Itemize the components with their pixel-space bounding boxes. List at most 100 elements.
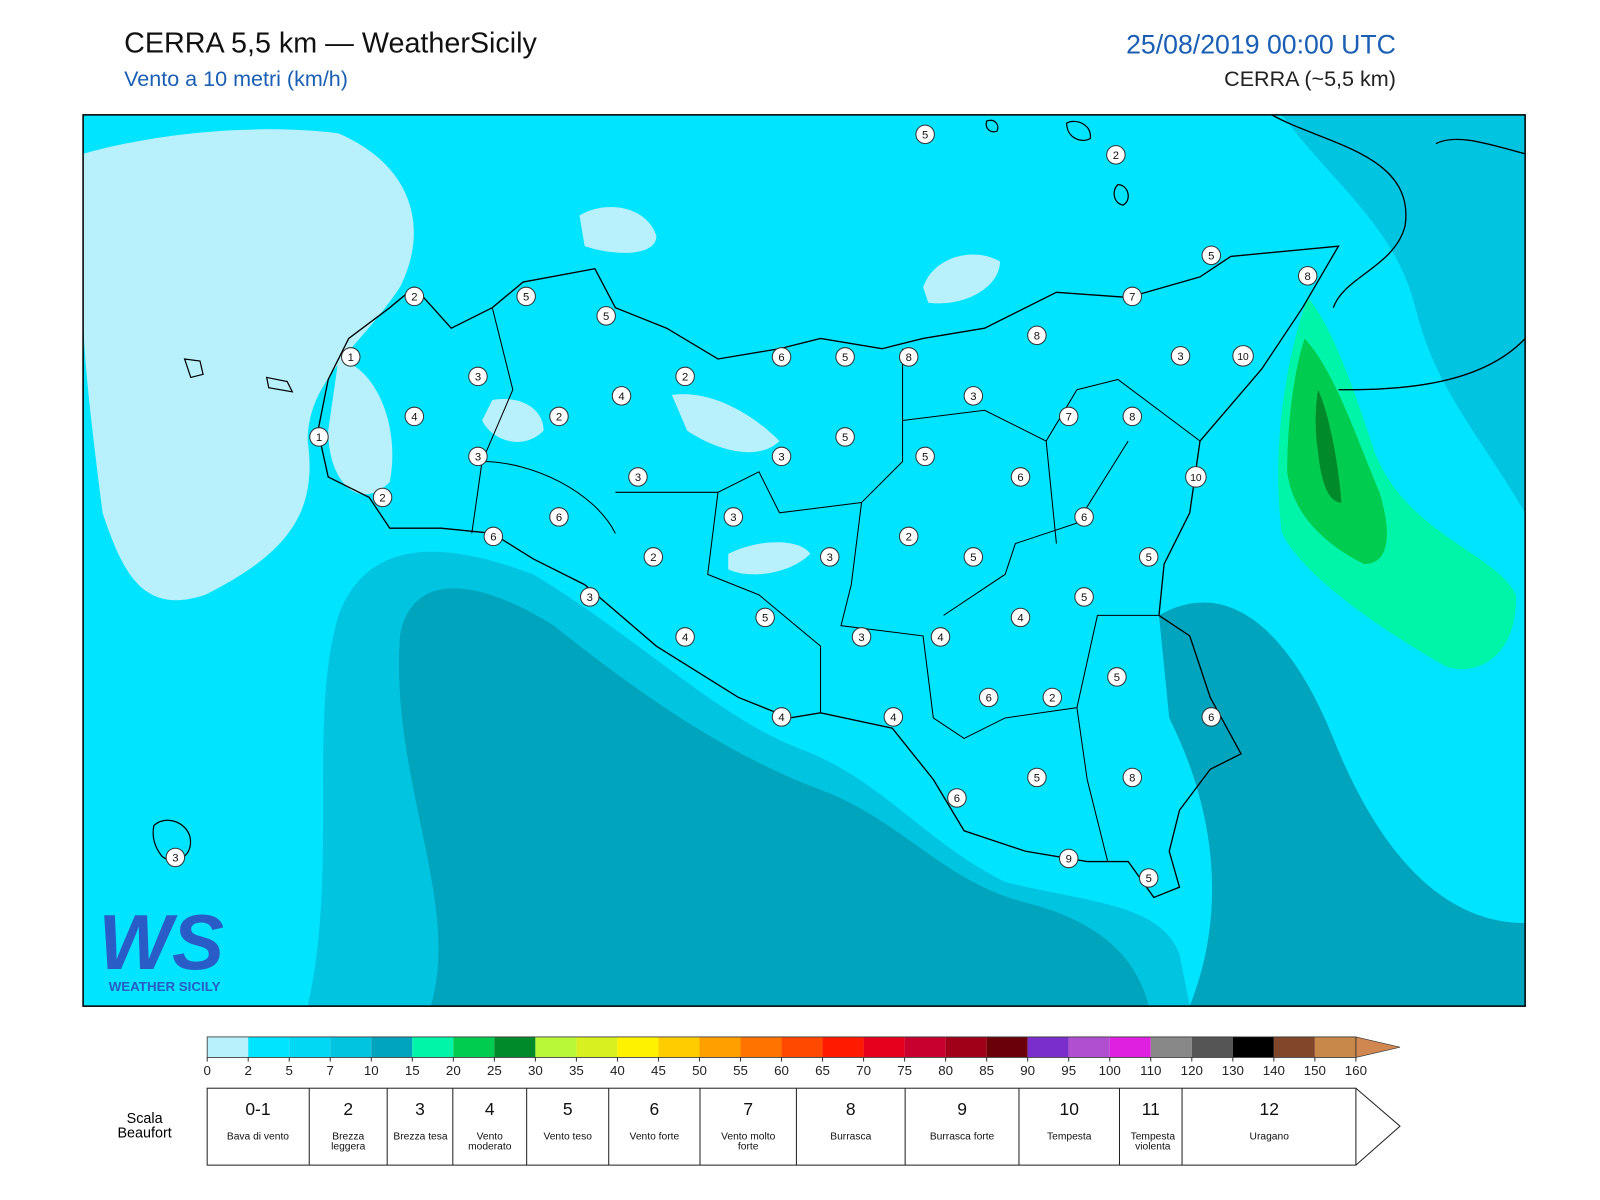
colorbar-bin bbox=[535, 1036, 577, 1058]
station-value: 5 bbox=[1146, 552, 1152, 564]
station-value: 6 bbox=[1017, 472, 1023, 484]
station-value: 7 bbox=[1066, 412, 1072, 424]
beaufort-label: Bava di vento bbox=[226, 1131, 290, 1143]
colorbar-bin bbox=[1273, 1036, 1315, 1058]
station-marker bbox=[1122, 286, 1143, 307]
station-marker bbox=[1074, 507, 1094, 527]
station-marker bbox=[549, 507, 569, 527]
station-marker bbox=[755, 607, 775, 628]
beaufort-level: 8 Burrasca bbox=[797, 1088, 906, 1166]
beaufort-label: Vento moderato bbox=[468, 1131, 512, 1153]
colorbar-bin bbox=[1150, 1036, 1192, 1058]
beaufort-label: Brezza leggera bbox=[331, 1131, 366, 1153]
colorbar-tick-label: 75 bbox=[897, 1063, 912, 1078]
station-value: 3 bbox=[635, 472, 641, 484]
colorbar-bin bbox=[1068, 1036, 1110, 1058]
station-value: 1 bbox=[316, 432, 322, 444]
field-zone bbox=[923, 254, 1000, 304]
station-marker bbox=[1201, 245, 1222, 266]
station-marker bbox=[898, 526, 919, 547]
station-marker bbox=[1107, 667, 1127, 687]
station-marker bbox=[404, 406, 425, 427]
station-value: 3 bbox=[858, 632, 864, 644]
station-marker bbox=[771, 347, 792, 367]
colorbar-bin bbox=[494, 1036, 536, 1058]
colorbar-tick-label: 20 bbox=[446, 1063, 461, 1078]
station-marker bbox=[1010, 607, 1031, 628]
beaufort-level: 2 Brezza leggera bbox=[310, 1088, 388, 1166]
station-marker bbox=[611, 386, 632, 406]
colorbar-tick-label: 110 bbox=[1140, 1063, 1161, 1078]
beaufort-level: 10 Tempesta bbox=[1019, 1088, 1120, 1166]
field-zone bbox=[482, 399, 544, 442]
beaufort-force: 4 bbox=[484, 1099, 495, 1119]
station-value: 3 bbox=[827, 552, 833, 564]
station-value: 8 bbox=[1034, 330, 1040, 342]
colorbar-bin bbox=[658, 1036, 700, 1058]
station-value: 6 bbox=[556, 512, 562, 524]
station-marker bbox=[579, 587, 600, 607]
station-marker bbox=[835, 347, 855, 367]
station-value: 5 bbox=[922, 452, 928, 464]
field-zone bbox=[1278, 297, 1516, 670]
field-zone bbox=[1282, 114, 1526, 513]
beaufort-label: Burrasca bbox=[830, 1131, 872, 1143]
colorbar-bin bbox=[371, 1036, 413, 1058]
station-value: 2 bbox=[1049, 693, 1055, 705]
station-marker bbox=[1027, 325, 1047, 346]
coastline bbox=[1271, 114, 1526, 391]
station-marker bbox=[723, 507, 744, 527]
station-value: 4 bbox=[411, 412, 417, 424]
colorbar-tick-label: 55 bbox=[733, 1063, 748, 1078]
beaufort-level: 7 Vento molto forte bbox=[701, 1088, 797, 1166]
station-value: 2 bbox=[906, 532, 912, 544]
wind-field bbox=[83, 114, 1526, 1007]
station-marker bbox=[165, 847, 186, 868]
beaufort-label: Brezza tesa bbox=[393, 1131, 448, 1143]
colorbar-tick-label: 45 bbox=[651, 1063, 666, 1078]
station-marker bbox=[1058, 848, 1079, 869]
colorbar-tick-label: 120 bbox=[1181, 1063, 1203, 1078]
beaufort-force: 7 bbox=[743, 1099, 754, 1119]
colorbar-bin bbox=[822, 1036, 864, 1058]
logo-mark: WS bbox=[98, 898, 224, 986]
station-value: 6 bbox=[490, 532, 496, 544]
field-zone bbox=[728, 542, 811, 575]
stations: 5 2 5 8 2 5 5 7 8 1 6 5 8 3 10 3 2 4 3 4 2 7 8 1 5 3 3 5 3 6 10 2 6 3 6 6 2 2… bbox=[165, 124, 1318, 888]
station-marker bbox=[930, 627, 951, 647]
beaufort-level: 9 Burrasca forte bbox=[906, 1088, 1020, 1166]
datetime: 25/08/2019 00:00 UTC bbox=[1126, 28, 1396, 60]
beaufort-force: 6 bbox=[649, 1099, 660, 1119]
station-value: 2 bbox=[411, 292, 417, 304]
colorbar-tick-label: 95 bbox=[1061, 1063, 1076, 1078]
station-marker bbox=[898, 347, 919, 367]
colorbar-tick-label: 130 bbox=[1222, 1063, 1244, 1078]
station-marker bbox=[851, 627, 872, 647]
station-marker bbox=[483, 526, 504, 547]
station-value: 2 bbox=[379, 493, 385, 505]
colorbar-tick-label: 10 bbox=[364, 1063, 379, 1078]
field-zone bbox=[399, 588, 1149, 1007]
subtitle: Vento a 10 metri (km/h) bbox=[124, 67, 348, 92]
station-marker bbox=[341, 347, 361, 367]
map-frame bbox=[82, 114, 1526, 1007]
beaufort-label: Vento molto forte bbox=[721, 1131, 776, 1153]
colorbar-bin bbox=[248, 1036, 290, 1058]
station-marker bbox=[1185, 466, 1207, 488]
station-value: 10 bbox=[1190, 473, 1202, 484]
colorbar-tick-label: 80 bbox=[938, 1063, 953, 1078]
station-value: 8 bbox=[906, 352, 912, 364]
beaufort-force: 12 bbox=[1259, 1099, 1279, 1119]
colorbar-overflow bbox=[1355, 1036, 1401, 1058]
beaufort-label: Tempesta bbox=[1046, 1131, 1092, 1143]
station-marker bbox=[404, 286, 425, 307]
colorbar-tick-label: 85 bbox=[979, 1063, 994, 1078]
beaufort-force: 8 bbox=[845, 1099, 856, 1119]
station-value: 5 bbox=[1081, 592, 1087, 604]
station-marker bbox=[309, 427, 329, 447]
beaufort-title: Scala Beaufort bbox=[117, 1109, 172, 1141]
station-marker bbox=[516, 286, 536, 307]
colorbar-bin bbox=[945, 1036, 987, 1058]
station-value: 4 bbox=[890, 712, 896, 724]
